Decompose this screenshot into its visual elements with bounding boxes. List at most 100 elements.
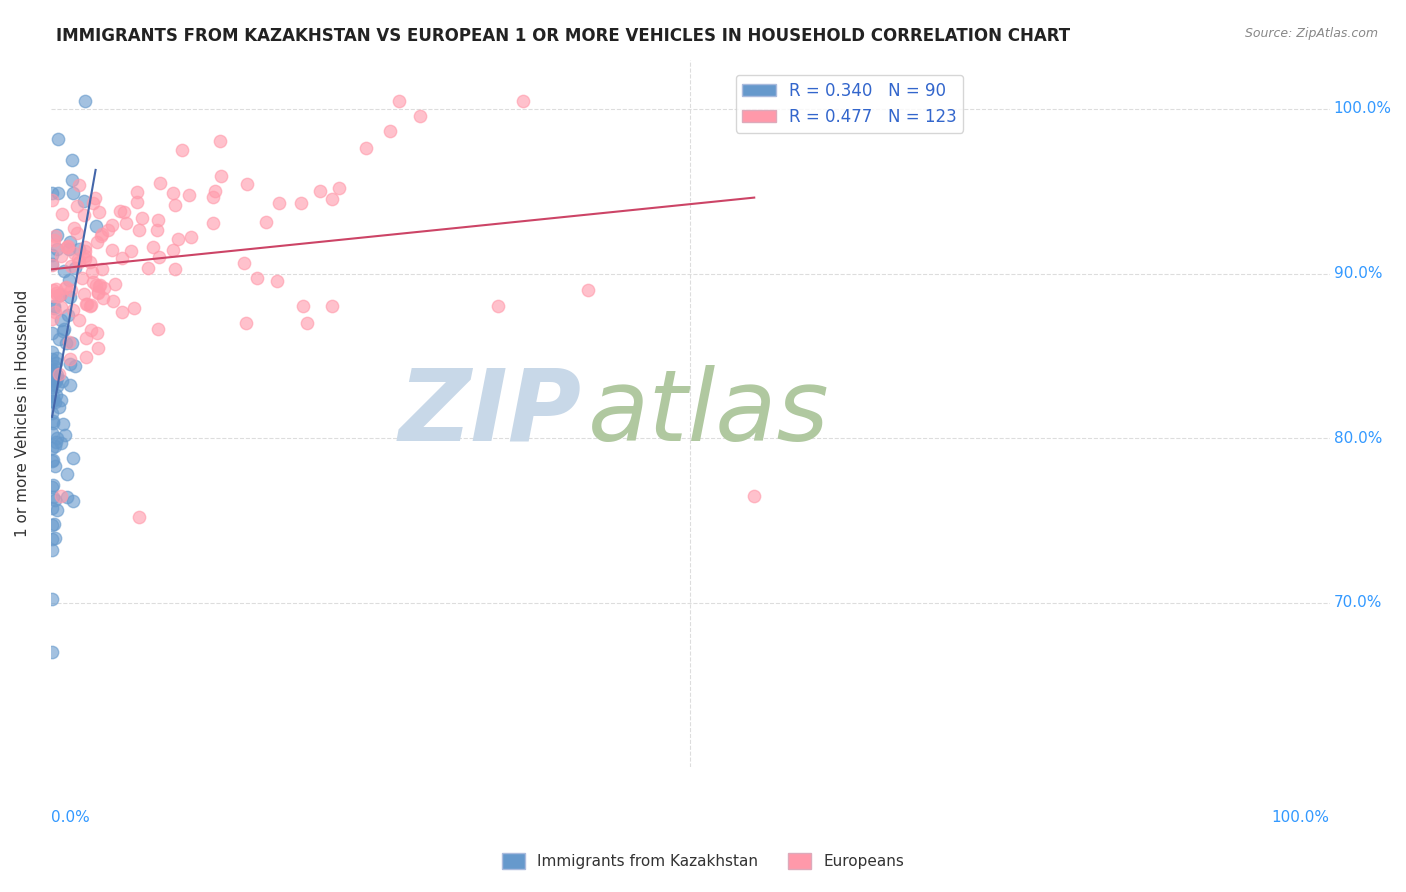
Point <box>111 305 134 319</box>
Point <box>180 230 202 244</box>
Point <box>67 255 90 269</box>
Point <box>42 363 65 377</box>
Point <box>41 344 63 359</box>
Point <box>41 257 63 271</box>
Point <box>41 258 63 272</box>
Point <box>90 229 112 244</box>
Point <box>742 489 765 503</box>
Point <box>73 94 96 108</box>
Point <box>488 300 510 314</box>
Point <box>49 287 72 301</box>
Point <box>56 240 79 254</box>
Text: 80.0%: 80.0% <box>1333 431 1382 446</box>
Point <box>42 414 65 428</box>
Point <box>128 510 150 524</box>
Text: 100.0%: 100.0% <box>1333 102 1392 117</box>
Point <box>80 323 103 337</box>
Point <box>66 226 89 240</box>
Point <box>55 490 77 504</box>
Point <box>56 239 79 253</box>
Point <box>97 223 120 237</box>
Point <box>120 244 142 258</box>
Point <box>44 356 66 370</box>
Point <box>90 227 112 242</box>
Point <box>177 187 200 202</box>
Point <box>138 261 160 276</box>
Point <box>48 400 70 414</box>
Point <box>45 387 67 401</box>
Point <box>45 379 67 393</box>
Point <box>41 480 63 494</box>
Point <box>114 216 136 230</box>
Point <box>59 290 82 304</box>
Point <box>62 246 84 260</box>
Point <box>75 296 97 310</box>
Point <box>112 205 135 219</box>
Point <box>267 196 290 211</box>
Point <box>41 311 63 326</box>
Point <box>142 240 165 254</box>
Point <box>41 248 63 262</box>
Point <box>321 192 343 206</box>
Point <box>75 252 97 266</box>
Point <box>69 178 91 192</box>
Point <box>42 299 65 313</box>
Point <box>246 270 269 285</box>
Point <box>52 325 75 339</box>
Point <box>46 289 69 303</box>
Point <box>41 380 63 394</box>
Point <box>131 211 153 226</box>
Point <box>101 244 124 258</box>
Point <box>45 435 67 450</box>
Point <box>209 169 232 183</box>
Point <box>45 286 67 301</box>
Point <box>295 316 318 330</box>
Point <box>79 299 101 313</box>
Point <box>42 288 65 302</box>
Point <box>148 250 170 264</box>
Point <box>41 542 63 557</box>
Point <box>52 417 75 432</box>
Point <box>42 491 65 505</box>
Point <box>42 359 65 373</box>
Point <box>86 278 108 293</box>
Point <box>52 321 75 335</box>
Point <box>576 283 599 297</box>
Point <box>66 198 89 212</box>
Point <box>378 124 401 138</box>
Point <box>321 300 343 314</box>
Point <box>44 229 66 244</box>
Point <box>60 259 83 273</box>
Point <box>79 297 101 311</box>
Point <box>75 249 97 263</box>
Point <box>73 244 96 258</box>
Point <box>82 195 104 210</box>
Text: IMMIGRANTS FROM KAZAKHSTAN VS EUROPEAN 1 OR MORE VEHICLES IN HOUSEHOLD CORRELATI: IMMIGRANTS FROM KAZAKHSTAN VS EUROPEAN 1… <box>56 27 1070 45</box>
Point <box>354 141 377 155</box>
Point <box>104 277 127 291</box>
Point <box>52 264 75 278</box>
Point <box>93 291 115 305</box>
Point <box>111 251 134 265</box>
Point <box>41 500 63 515</box>
Point <box>58 242 80 256</box>
Point <box>87 285 110 300</box>
Point <box>149 176 172 190</box>
Text: 0.0%: 0.0% <box>51 810 90 825</box>
Point <box>80 265 103 279</box>
Point <box>110 203 132 218</box>
Point <box>82 275 104 289</box>
Point <box>66 252 89 266</box>
Point <box>328 181 350 195</box>
Point <box>44 301 66 315</box>
Point <box>41 425 63 440</box>
Point <box>55 279 77 293</box>
Point <box>60 153 83 168</box>
Point <box>162 244 184 258</box>
Point <box>45 375 67 389</box>
Point <box>41 441 63 455</box>
Point <box>49 313 72 327</box>
Point <box>201 189 224 203</box>
Point <box>44 493 66 508</box>
Point <box>46 368 69 383</box>
